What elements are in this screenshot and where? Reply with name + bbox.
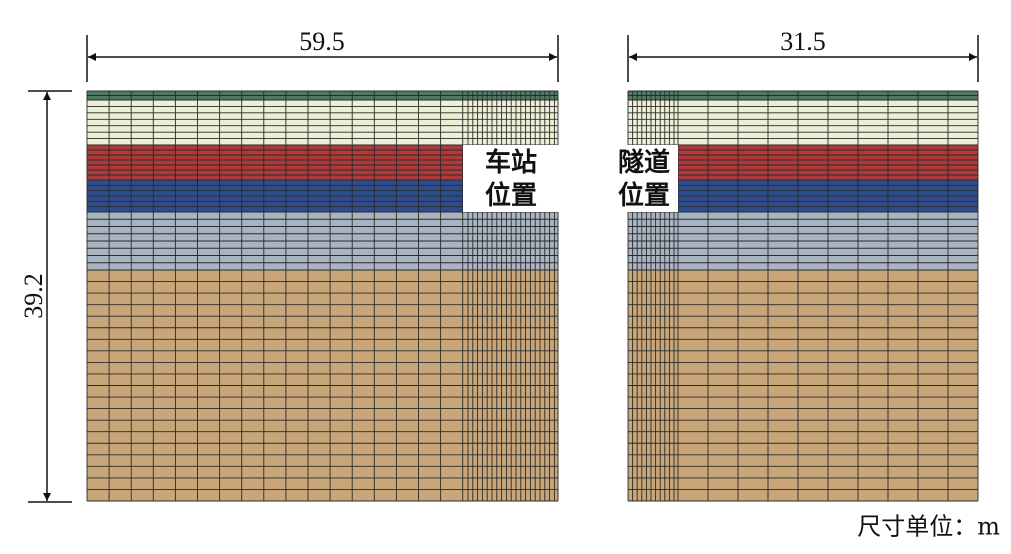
tunnel-cutout [612, 145, 678, 212]
soil-layer [628, 100, 978, 145]
tunnel-label: 隧道 [618, 147, 670, 178]
dimension-label: 31.5 [780, 27, 826, 56]
soil-layer [628, 145, 978, 180]
dimension-label: 39.2 [19, 273, 48, 319]
meshes [86, 90, 979, 502]
dimension-label: 59.5 [299, 27, 345, 56]
unit-note: 尺寸单位：m [857, 513, 1000, 541]
station-label: 车站 [485, 147, 537, 178]
tunnel-label: 位置 [618, 180, 670, 211]
station-label: 位置 [485, 180, 537, 211]
station-cutout [463, 145, 559, 212]
soil-layer [87, 100, 558, 145]
